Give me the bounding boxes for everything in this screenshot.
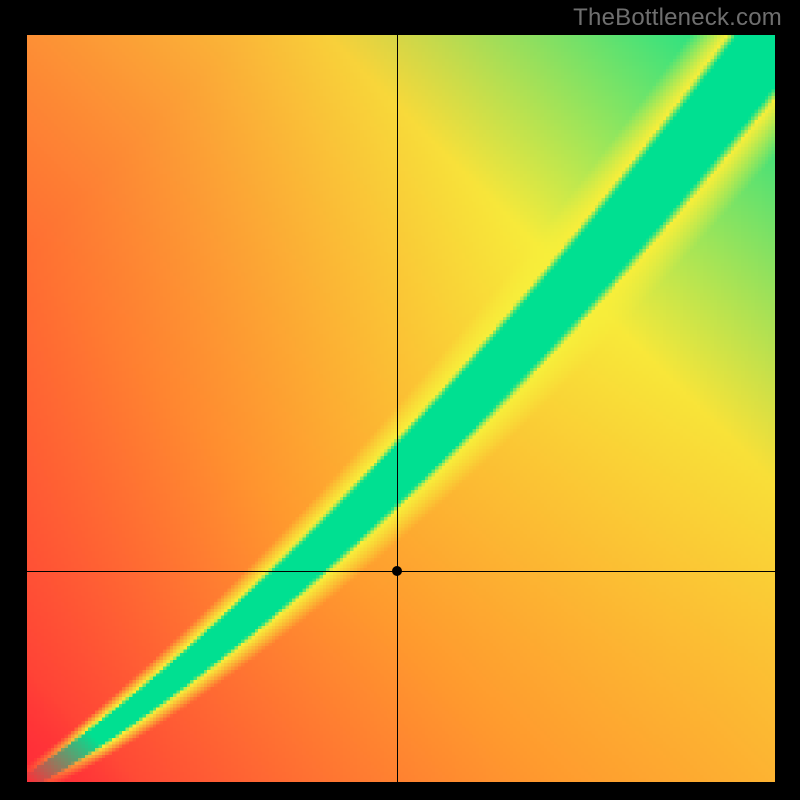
watermark-text: TheBottleneck.com (573, 4, 782, 32)
crosshair-marker (392, 566, 402, 576)
crosshair-vertical (397, 35, 398, 782)
heatmap-canvas (27, 35, 775, 782)
heatmap-plot (27, 35, 775, 782)
chart-frame: TheBottleneck.com (0, 0, 800, 800)
